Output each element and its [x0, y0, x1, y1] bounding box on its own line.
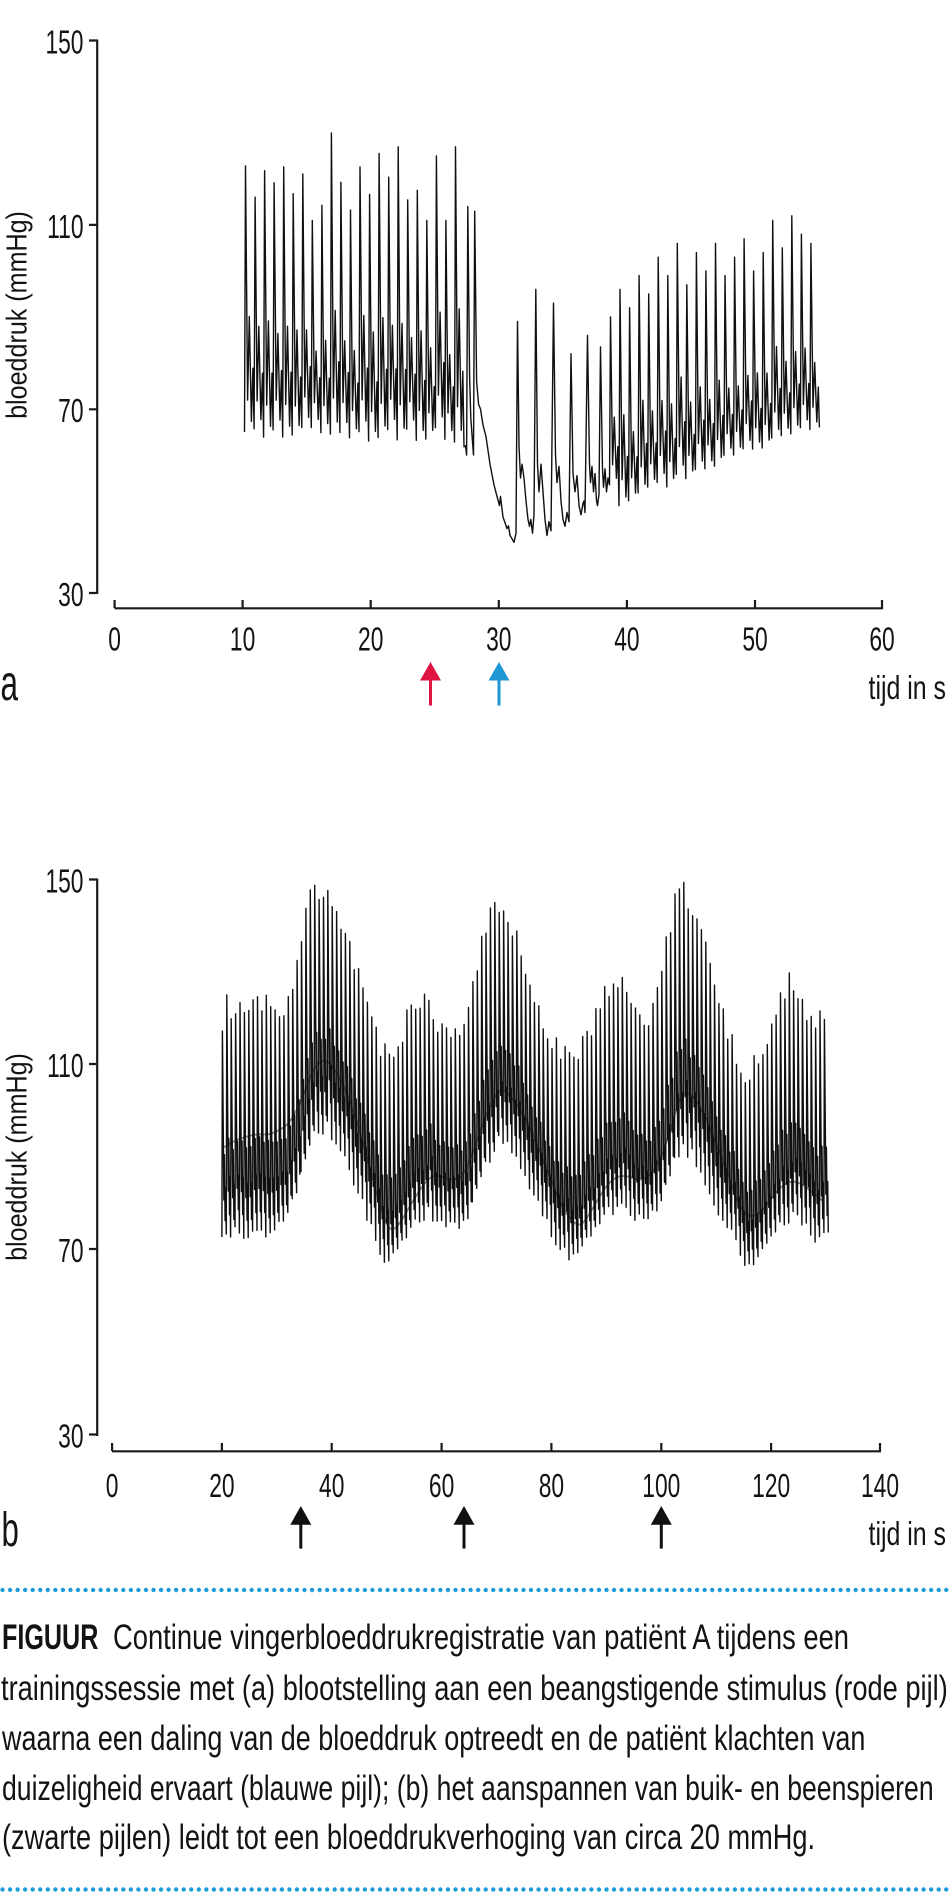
svg-text:0: 0	[106, 1468, 119, 1505]
svg-text:120: 120	[752, 1468, 790, 1505]
svg-text:20: 20	[358, 621, 383, 658]
svg-text:70: 70	[58, 393, 83, 430]
svg-text:150: 150	[45, 863, 83, 900]
svg-text:trainingssessie met (a) bloots: trainingssessie met (a) blootstelling aa…	[1, 1669, 948, 1708]
svg-text:40: 40	[319, 1468, 344, 1505]
svg-text:tijd in s: tijd in s	[869, 1517, 946, 1553]
svg-text:50: 50	[742, 621, 767, 658]
svg-text:40: 40	[614, 621, 639, 658]
svg-text:(zwarte pijlen) leidt tot een: (zwarte pijlen) leidt tot een bloeddrukv…	[2, 1818, 815, 1857]
svg-text:20: 20	[209, 1468, 234, 1505]
svg-text:b: b	[2, 1502, 19, 1557]
svg-text:10: 10	[230, 621, 255, 658]
svg-text:150: 150	[45, 24, 83, 61]
svg-text:70: 70	[58, 1233, 83, 1270]
svg-text:30: 30	[58, 577, 83, 614]
svg-text:waarna een daling van de bloed: waarna een daling van de bloeddruk optre…	[1, 1719, 865, 1758]
svg-text:140: 140	[861, 1468, 899, 1505]
svg-text:30: 30	[486, 621, 511, 658]
svg-text:110: 110	[47, 209, 83, 246]
svg-text:duizeligheid ervaart (blauwe p: duizeligheid ervaart (blauwe pijl); (b) …	[2, 1768, 934, 1807]
svg-text:60: 60	[429, 1468, 454, 1505]
svg-text:110: 110	[47, 1048, 83, 1085]
svg-text:60: 60	[869, 621, 894, 658]
svg-text:Continue vingerbloeddrukregist: Continue vingerbloeddrukregistratie van …	[113, 1618, 849, 1657]
svg-text:80: 80	[539, 1468, 564, 1505]
svg-text:0: 0	[108, 621, 121, 658]
svg-text:bloeddruk (mmHg): bloeddruk (mmHg)	[0, 1053, 33, 1261]
svg-text:30: 30	[58, 1418, 83, 1455]
svg-text:a: a	[1, 655, 19, 711]
svg-text:bloeddruk (mmHg): bloeddruk (mmHg)	[0, 211, 33, 419]
svg-text:tijd in s: tijd in s	[869, 671, 946, 707]
svg-text:100: 100	[642, 1468, 680, 1505]
svg-text:FIGUUR: FIGUUR	[2, 1618, 98, 1657]
